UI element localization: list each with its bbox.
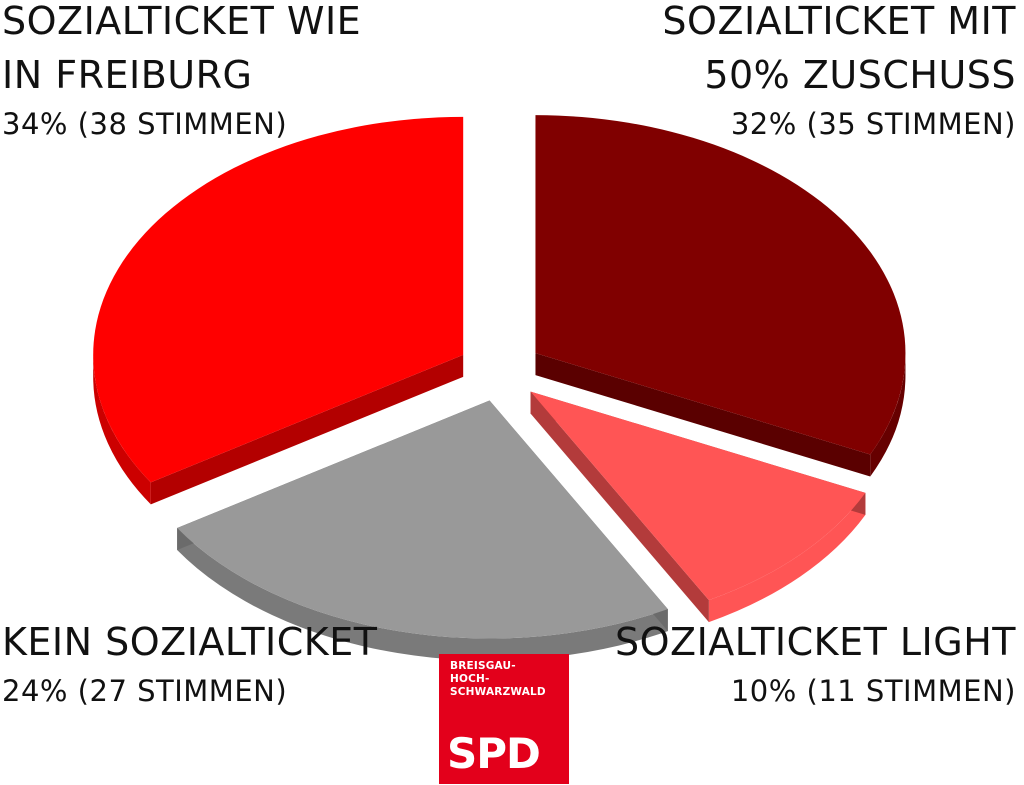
label-kein-sozialticket: KEIN SOZIALTICKET 24% (27 STIMMEN) [2, 615, 422, 711]
label-name-line2: IN FREIBURG [2, 53, 253, 97]
label-name-line2: 50% ZUSCHUSS [704, 53, 1016, 97]
label-percent: 32% (35 STIMMEN) [730, 107, 1016, 141]
pie-slice-top [93, 116, 464, 483]
label-name-line1: SOZIALTICKET MIT [662, 0, 1016, 43]
pie-slice-cut-wall [535, 353, 871, 477]
logo-region-text: BREISGAU- HOCH- SCHWARZWALD [450, 660, 546, 699]
pie-slice-cut-wall [530, 391, 709, 623]
pie-slice-sozialticket-light [530, 391, 866, 623]
label-sozialticket-wie-in-freiburg: SOZIALTICKET WIE IN FREIBURG 34% (38 STI… [2, 0, 422, 144]
pie-slice-kein-sozialticket [177, 400, 668, 661]
logo-region-line1: BREISGAU- [450, 660, 516, 672]
pie-slice-sozialticket-mit-50-zuschuss [535, 115, 906, 477]
pie-slice-side [708, 492, 866, 623]
pie-slice-cut-wall [150, 354, 464, 505]
pie-slice-top [177, 400, 668, 639]
label-percent: 34% (38 STIMMEN) [2, 107, 288, 141]
pie-slice-top [530, 391, 866, 601]
logo-region-line2: HOCH- [450, 673, 490, 685]
logo-brand-text: SPD [447, 729, 541, 778]
label-name-line1: KEIN SOZIALTICKET [2, 620, 378, 664]
pie-slice-side [93, 354, 151, 505]
label-sozialticket-mit-50-zuschuss: SOZIALTICKET MIT 50% ZUSCHUSS 32% (35 ST… [596, 0, 1016, 144]
pie-slice-top [535, 115, 906, 455]
label-name-line1: SOZIALTICKET WIE [2, 0, 362, 43]
label-name-line1: SOZIALTICKET LIGHT [615, 620, 1016, 664]
logo-region-line3: SCHWARZWALD [450, 686, 546, 698]
pie-slice-sozialticket-wie-in-freiburg [93, 116, 464, 505]
label-percent: 24% (27 STIMMEN) [2, 674, 288, 708]
spd-logo: BREISGAU- HOCH- SCHWARZWALD SPD [439, 654, 569, 784]
label-percent: 10% (11 STIMMEN) [730, 674, 1016, 708]
label-sozialticket-light: SOZIALTICKET LIGHT 10% (11 STIMMEN) [596, 615, 1016, 711]
pie-slice-side [870, 353, 906, 477]
